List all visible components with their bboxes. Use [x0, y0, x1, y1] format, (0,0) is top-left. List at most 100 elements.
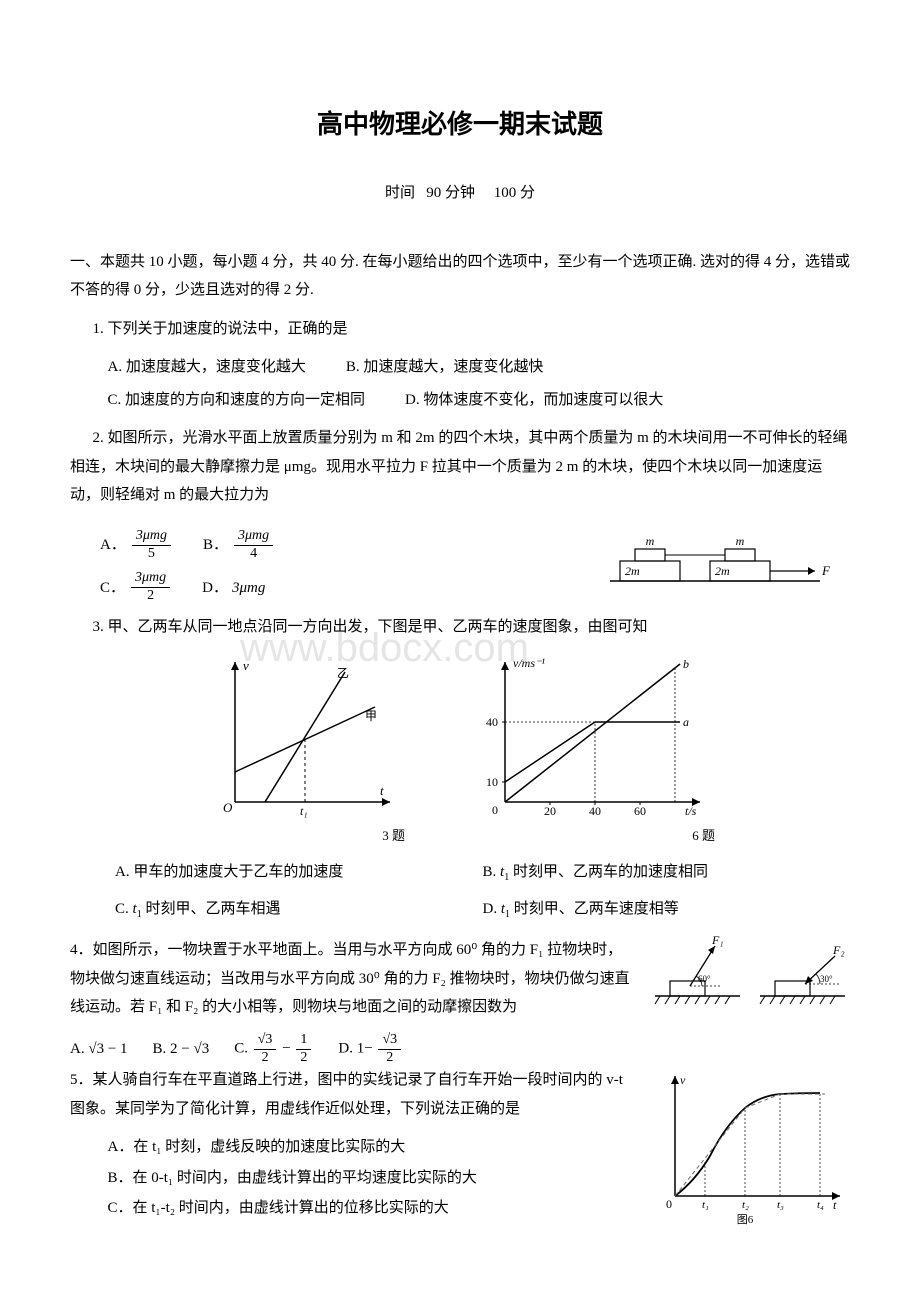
svg-text:20: 20 [544, 804, 556, 818]
q4-c-minus: − [282, 1041, 290, 1057]
q2-c-label: C． [100, 574, 125, 603]
svg-text:40: 40 [486, 715, 498, 729]
q5-opt-c: C．在 t₁-t₂ 时间内，由虚线计算出的位移比实际的大 [108, 1194, 631, 1223]
time-label: 时间 [385, 185, 415, 201]
svg-text:t₄: t₄ [817, 1199, 824, 1211]
svg-text:t₃: t₃ [777, 1199, 784, 1211]
q3-d-prefix: D. [483, 901, 501, 917]
svg-text:30°: 30° [820, 974, 833, 984]
q2-c-den: 2 [131, 588, 170, 605]
q3-opt-b: B. t1 时刻甲、乙两车的加速度相同 [483, 858, 851, 887]
q4-c-n2: 1 [296, 1032, 311, 1050]
svg-text:m: m [646, 534, 655, 548]
q2-d-label: D． [202, 574, 228, 603]
q4-d-num: √3 [378, 1032, 401, 1050]
q4-c-n1: √3 [254, 1032, 277, 1050]
q5-figure: v t 0 t₁ t₂ t₃ t₄ 图6 [650, 1066, 850, 1237]
q1-opt-c: C. 加速度的方向和速度的方向一定相同 [108, 386, 366, 415]
q3-fig2-wrap: 0 10 40 v/ms⁻¹ 20 40 60 t/s a b [465, 652, 715, 849]
q4-c-d2: 2 [296, 1050, 311, 1067]
q4-opt-b: B. 2 − √3 [153, 1035, 210, 1064]
q2-opt-c: C． 3μmg2 [100, 570, 172, 605]
q3-fig1-wrap: O v t 甲 乙 t₁ 3 题 [205, 652, 405, 849]
svg-text:0: 0 [666, 1197, 672, 1211]
q3-d-rest: 时刻甲、乙两车速度相等 [510, 901, 679, 917]
q5-opt-a: A．在 t₁ 时刻，虚线反映的加速度比实际的大 [108, 1133, 631, 1162]
q5-stem: 5．某人骑自行车在平直道路上行进，图中的实线记录了自行车开始一段时间内的 v-t… [70, 1072, 623, 1117]
q4-d-den: 2 [378, 1050, 401, 1067]
q3-opt-d: D. t1 时刻甲、乙两车速度相等 [483, 895, 851, 924]
svg-text:图6: 图6 [737, 1213, 754, 1226]
svg-text:2m: 2m [715, 564, 730, 578]
q4-d-label: D. 1− [338, 1041, 372, 1057]
svg-text:t/s: t/s [685, 804, 697, 818]
svg-text:v: v [243, 658, 249, 673]
q3-b-prefix: B. [483, 864, 501, 880]
q5-opt-b: B．在 0-t₁ 时间内，由虚线计算出的平均速度比实际的大 [108, 1164, 631, 1193]
svg-text:a: a [683, 715, 689, 729]
score-value: 100 分 [494, 185, 535, 201]
svg-text:t₁: t₁ [702, 1199, 709, 1211]
page-title: 高中物理必修一期末试题 [70, 100, 850, 149]
q2-opt-d: D． 3μmg [202, 574, 265, 603]
time-value: 90 分钟 [426, 185, 475, 201]
q3-c-prefix: C. [115, 901, 133, 917]
q4-opt-d: D. 1− √32 [338, 1032, 403, 1067]
svg-text:60: 60 [634, 804, 646, 818]
q3-opt-a: A. 甲车的加速度大于乙车的加速度 [115, 858, 483, 887]
svg-text:v/ms⁻¹: v/ms⁻¹ [513, 656, 545, 670]
svg-text:t₂: t₂ [742, 1199, 749, 1211]
q4-block: 4．如图所示，一物块置于水平地面上。当用与水平方向成 60⁰ 角的力 F₁ 拉物… [70, 936, 850, 1066]
q4-stem: 4．如图所示，一物块置于水平地面上。当用与水平方向成 60⁰ 角的力 F₁ 拉物… [70, 942, 630, 1015]
q3-stem: 3. 甲、乙两车从同一地点沿同一方向出发，下图是甲、乙两车的速度图象，由图可知 [70, 613, 850, 642]
q2-b-num: 3μmg [234, 528, 273, 546]
q2-d-val: 3μmg [232, 574, 265, 603]
q3-fig2: 0 10 40 v/ms⁻¹ 20 40 60 t/s a b [465, 652, 715, 822]
svg-text:m: m [736, 534, 745, 548]
svg-text:t: t [833, 1198, 837, 1212]
section-intro: 一、本题共 10 小题，每小题 4 分，共 40 分. 在每小题给出的四个选项中… [70, 248, 850, 305]
q2-opt-a: A． 3μmg5 [100, 528, 173, 563]
svg-text:0: 0 [492, 803, 498, 817]
q3-b-rest: 时刻甲、乙两车的加速度相同 [509, 864, 708, 880]
q2-opt-b: B． 3μmg4 [203, 528, 275, 563]
svg-text:F₂: F₂ [832, 943, 845, 957]
svg-text:b: b [683, 657, 689, 671]
q2-a-den: 5 [132, 546, 171, 563]
q1-opt-d: D. 物体速度不变化，而加速度可以很大 [405, 386, 663, 415]
q3-c-rest: 时刻甲、乙两车相遇 [142, 901, 281, 917]
q4-c-d1: 2 [254, 1050, 277, 1067]
q4-options: A. √3 − 1 B. 2 − √3 C. √32 − 12 D. 1− √3… [70, 1032, 630, 1067]
svg-text:乙: 乙 [337, 666, 349, 680]
q1-opt-b: B. 加速度越大，速度变化越快 [346, 353, 544, 382]
q4-figure: 60° F₁ 30° F₂ [650, 936, 850, 1066]
svg-text:2m: 2m [625, 564, 640, 578]
svg-text:O: O [223, 800, 233, 815]
svg-text:F₁: F₁ [711, 936, 724, 947]
svg-text:甲: 甲 [365, 709, 377, 723]
svg-text:F: F [821, 563, 831, 578]
q2-a-label: A． [100, 531, 126, 560]
q3-opt-c: C. t1 时刻甲、乙两车相遇 [115, 895, 483, 924]
q4-opt-a: A. √3 − 1 [70, 1035, 128, 1064]
q3-fig2-caption: 6 题 [692, 824, 715, 849]
q2-c-num: 3μmg [131, 570, 170, 588]
svg-text:60°: 60° [698, 974, 711, 984]
q2-figure: m 2m m 2m F [610, 531, 840, 602]
q3-figures: O v t 甲 乙 t₁ 3 题 0 10 40 [70, 652, 850, 849]
q3-options: A. 甲车的加速度大于乙车的加速度 B. t1 时刻甲、乙两车的加速度相同 C.… [70, 858, 850, 924]
svg-text:10: 10 [486, 775, 498, 789]
q2-a-num: 3μmg [132, 528, 171, 546]
q1-stem: 1. 下列关于加速度的说法中，正确的是 [70, 315, 850, 344]
q2-stem: 2. 如图所示，光滑水平面上放置质量分别为 m 和 2m 的四个木块，其中两个质… [70, 424, 850, 510]
svg-text:40: 40 [589, 804, 601, 818]
q2-block: A． 3μmg5 B． 3μmg4 C． 3μmg2 D． 3μmg [70, 520, 850, 613]
q4-c-label: C. [234, 1041, 248, 1057]
exam-meta: 时间 90 分钟 100 分 [70, 179, 850, 208]
q3-fig1-caption: 3 题 [382, 824, 405, 849]
q5-block: 5．某人骑自行车在平直道路上行进，图中的实线记录了自行车开始一段时间内的 v-t… [70, 1066, 850, 1237]
svg-text:t₁: t₁ [300, 804, 308, 818]
svg-text:t: t [380, 783, 384, 798]
q5-options: A．在 t₁ 时刻，虚线反映的加速度比实际的大 B．在 0-t₁ 时间内，由虚线… [70, 1133, 630, 1223]
q2-b-den: 4 [234, 546, 273, 563]
